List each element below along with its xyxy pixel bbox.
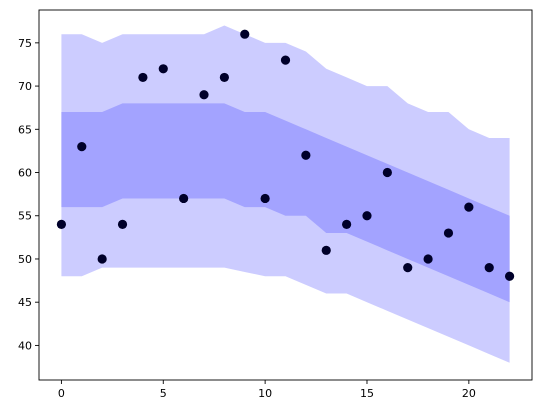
data-point: [504, 271, 515, 281]
data-point: [301, 150, 311, 160]
data-point: [443, 228, 454, 238]
y-tick-label: 55: [18, 210, 32, 223]
y-tick-label: 65: [18, 123, 32, 136]
x-tick-label: 10: [258, 387, 272, 400]
data-point: [97, 254, 107, 264]
data-point: [280, 55, 291, 65]
data-point: [362, 211, 372, 221]
data-point: [403, 263, 413, 273]
inner-band: [61, 103, 510, 303]
data-point: [464, 202, 474, 212]
y-tick-label: 60: [18, 167, 32, 180]
y-tick-label: 45: [18, 296, 32, 309]
axes-frame: [38, 9, 533, 381]
data-point: [199, 90, 209, 100]
data-point: [382, 167, 392, 178]
data-point: [158, 64, 168, 74]
x-tick-label: 15: [360, 387, 374, 400]
axes-layer: 0 5 10 15 20 40 45 50 55 60 65 70 75: [18, 9, 533, 400]
data-point: [117, 219, 128, 229]
data-point: [423, 254, 433, 264]
data-point: [321, 245, 331, 255]
x-tick-label: 20: [462, 387, 476, 400]
data-point: [484, 263, 494, 273]
data-point: [138, 72, 148, 83]
data-point: [179, 193, 189, 204]
bands-layer: [61, 25, 510, 363]
data-point: [219, 72, 229, 83]
x-tick-label: 0: [58, 387, 65, 400]
data-point: [56, 219, 67, 229]
data-point: [260, 193, 270, 204]
y-tick-label: 75: [18, 37, 32, 50]
y-tick-label: 50: [18, 253, 32, 266]
data-point: [342, 219, 352, 229]
points-layer: [56, 29, 515, 281]
y-tick-label: 70: [18, 80, 32, 93]
x-tick-label: 5: [160, 387, 167, 400]
data-point: [77, 141, 87, 152]
y-tick-label: 40: [18, 339, 32, 352]
data-point: [240, 29, 250, 39]
